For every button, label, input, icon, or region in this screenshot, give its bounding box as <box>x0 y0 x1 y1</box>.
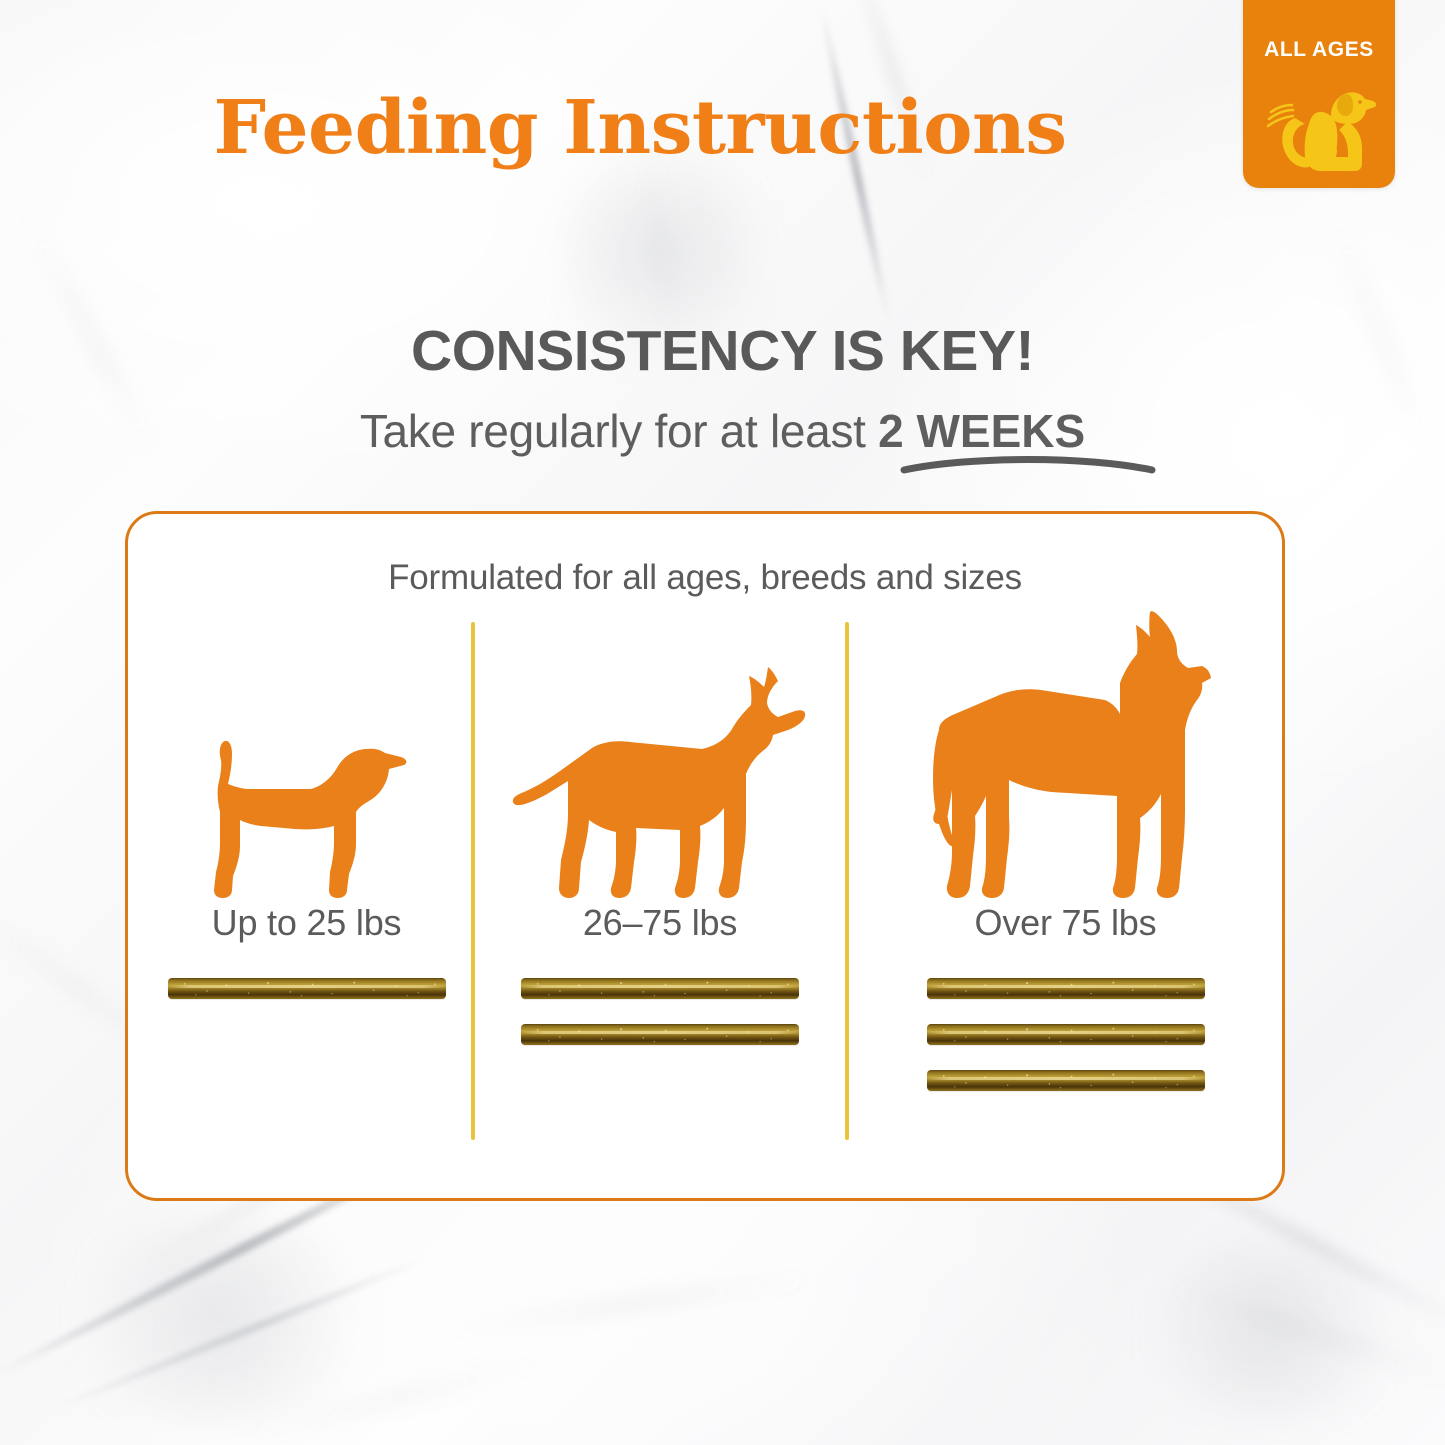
medium-dog-silhouette-icon <box>475 610 845 900</box>
chew-stick <box>521 978 799 999</box>
chew-stick <box>926 1024 1205 1045</box>
two-weeks-underline <box>900 452 1156 474</box>
marble-shade <box>1120 1240 1420 1420</box>
size-columns: Up to 25 lbs 26–75 lbs <box>128 514 1282 1198</box>
subheadline: Take regularly for at least 2 WEEKS <box>0 404 1445 458</box>
stick-group-medium <box>475 978 845 1045</box>
stick-group-small <box>142 978 471 999</box>
page-title: Feeding Instructions <box>213 85 1067 171</box>
chew-stick <box>167 978 446 999</box>
weight-label-large: Over 75 lbs <box>974 902 1157 943</box>
size-column-medium: 26–75 lbs <box>475 610 845 1170</box>
chew-stick <box>926 978 1205 999</box>
weight-label-medium: 26–75 lbs <box>582 902 738 943</box>
chew-stick <box>521 1024 799 1045</box>
sitting-dog-wagging-tail-icon <box>1265 72 1377 176</box>
all-ages-badge: ALL AGES <box>1243 0 1395 188</box>
column-divider-1 <box>471 622 475 1140</box>
all-ages-badge-label: ALL AGES <box>1264 38 1374 61</box>
marble-shade <box>40 1220 400 1420</box>
card-subtitle: Formulated for all ages, breeds and size… <box>388 558 1022 597</box>
column-divider-2 <box>845 622 849 1140</box>
small-dog-silhouette-icon <box>142 610 471 900</box>
feeding-card: Formulated for all ages, breeds and size… <box>125 511 1285 1201</box>
size-column-small: Up to 25 lbs <box>142 610 471 1170</box>
headline-consistency: CONSISTENCY IS KEY! <box>411 319 1034 383</box>
weight-label-small: Up to 25 lbs <box>211 902 402 943</box>
chew-stick <box>926 1070 1205 1091</box>
stick-group-large <box>849 978 1282 1091</box>
large-dog-silhouette-icon <box>849 610 1282 900</box>
size-column-large: Over 75 lbs <box>849 610 1282 1170</box>
subheadline-prefix: Take regularly for at least <box>359 405 879 457</box>
marble-shade <box>560 120 760 380</box>
subheadline-emphasis: 2 WEEKS <box>878 405 1086 457</box>
